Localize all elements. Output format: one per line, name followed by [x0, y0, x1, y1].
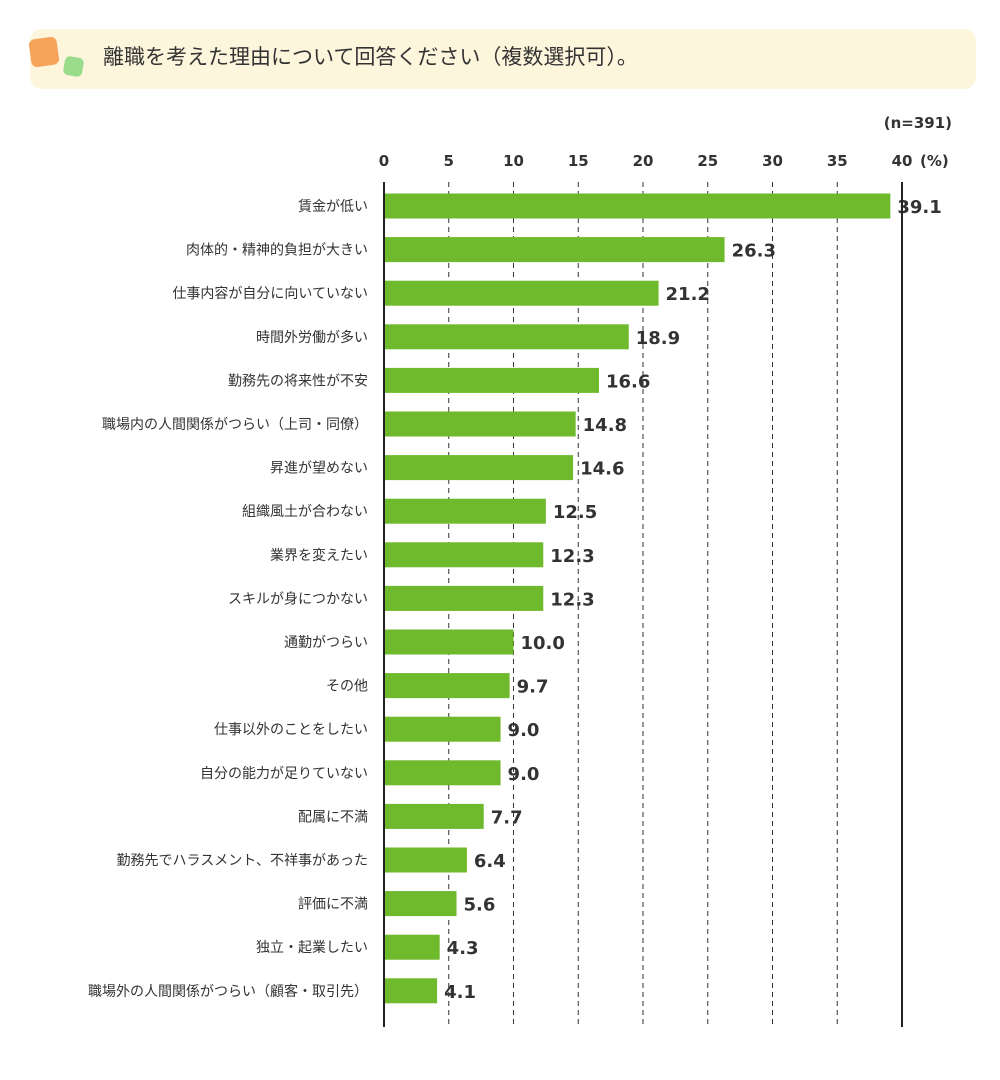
bar: [384, 673, 510, 699]
bar: [384, 324, 629, 350]
value-label: 10.0: [521, 633, 565, 654]
bar: [384, 455, 574, 481]
category-label: 時間外労働が多い: [256, 329, 368, 346]
value-label: 9.0: [508, 764, 540, 785]
category-label: 組織風土が合わない: [242, 504, 368, 520]
category-label: 昇進が望めない: [270, 461, 368, 477]
value-label: 18.9: [636, 328, 680, 349]
category-label: 独立・起業したい: [256, 940, 368, 956]
x-tick-label: 25: [697, 152, 718, 170]
value-label: 4.3: [447, 938, 479, 959]
value-label: 6.4: [474, 851, 506, 872]
value-label: 14.6: [580, 459, 624, 480]
bar: [384, 585, 544, 611]
x-tick-label: 30: [762, 152, 783, 170]
x-tick-label: 15: [568, 152, 589, 170]
value-label: 12.3: [550, 589, 594, 610]
value-label: 4.1: [444, 982, 476, 1003]
bar: [384, 934, 440, 960]
x-tick-label: 10: [503, 152, 524, 170]
bar: [384, 237, 725, 263]
x-unit-label: (%): [920, 152, 949, 170]
category-label: スキルが身につかない: [228, 591, 368, 607]
bar: [384, 891, 457, 917]
category-label: 仕事内容が自分に向いていない: [172, 285, 368, 302]
value-label: 7.7: [491, 807, 523, 828]
bar: [384, 542, 544, 568]
value-label: 16.6: [606, 371, 650, 392]
category-label: 職場内の人間関係がつらい（上司・同僚）: [102, 417, 368, 433]
x-tick-label: 0: [379, 152, 389, 170]
category-label: 自分の能力が足りていない: [200, 766, 368, 782]
bar: [384, 760, 501, 786]
bar: [384, 280, 659, 306]
x-tick-label: 40: [892, 152, 913, 170]
bar: [384, 193, 891, 219]
bar: [384, 978, 438, 1004]
category-label: 勤務先の将来性が不安: [228, 373, 368, 389]
bar: [384, 847, 467, 873]
category-label: その他: [326, 679, 368, 695]
category-label: 配属に不満: [298, 809, 368, 825]
chart-title: 離職を考えた理由について回答ください（複数選択可）。: [103, 45, 638, 69]
bar: [384, 498, 546, 524]
x-tick-label: 20: [633, 152, 654, 170]
bar: [384, 629, 514, 655]
category-label: 通勤がつらい: [284, 635, 368, 651]
value-label: 21.2: [666, 284, 710, 305]
bar: [384, 411, 576, 437]
category-label: 仕事以外のことをしたい: [214, 722, 368, 738]
category-label: 評価に不満: [298, 897, 368, 913]
category-label: 肉体的・精神的負担が大きい: [186, 243, 368, 259]
category-label: 勤務先でハラスメント、不祥事があった: [117, 853, 368, 869]
value-label: 14.8: [583, 415, 627, 436]
category-label: 賃金が低い: [298, 199, 368, 215]
bar: [384, 803, 484, 829]
question-header: [30, 29, 976, 89]
value-label: 12.5: [553, 502, 597, 523]
value-label: 39.1: [897, 197, 941, 218]
value-label: 5.6: [464, 895, 496, 916]
x-tick-label: 35: [827, 152, 848, 170]
value-label: 12.3: [550, 546, 594, 567]
value-label: 9.7: [517, 677, 549, 698]
x-tick-label: 5: [444, 152, 454, 170]
value-label: 26.3: [732, 241, 776, 262]
value-label: 9.0: [508, 720, 540, 741]
category-label: 職場外の人間関係がつらい（顧客・取引先）: [88, 983, 368, 1000]
bar: [384, 367, 599, 393]
category-label: 業界を変えたい: [270, 547, 368, 564]
sample-size-label: (n=391): [883, 114, 952, 132]
bar: [384, 716, 501, 742]
